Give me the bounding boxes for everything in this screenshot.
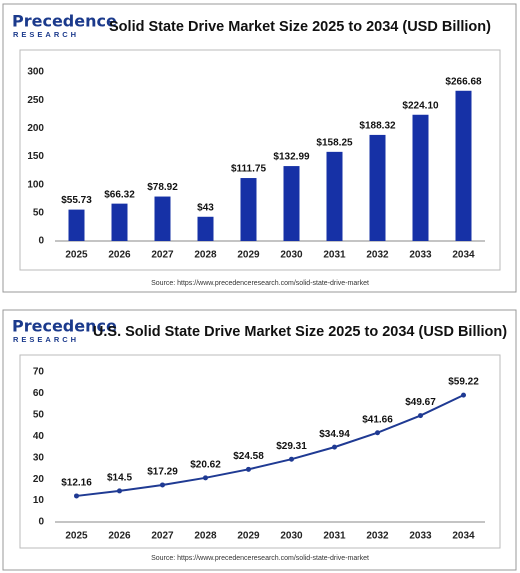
- chart-title: Solid State Drive Market Size 2025 to 20…: [109, 19, 491, 35]
- value-label: $12.16: [61, 478, 92, 489]
- logo-name: Precedence: [12, 317, 117, 336]
- bar: [369, 134, 386, 241]
- x-tick-label: 2032: [366, 531, 389, 542]
- point: [246, 466, 251, 472]
- x-tick-label: 2031: [323, 250, 346, 261]
- value-label: $49.67: [405, 397, 436, 408]
- value-label: $59.22: [448, 377, 479, 388]
- logo-tagline: RESEARCH: [13, 335, 79, 344]
- x-tick-label: 2031: [323, 531, 346, 542]
- point: [160, 482, 165, 488]
- x-tick-label: 2033: [409, 531, 432, 542]
- x-tick-label: 2025: [65, 250, 88, 261]
- value-label: $34.94: [319, 429, 350, 440]
- x-tick-label: 2032: [366, 250, 389, 261]
- value-label: $132.99: [273, 152, 310, 163]
- chart-frame: [2, 3, 517, 293]
- value-label: $266.68: [445, 76, 482, 87]
- y-tick-label: 100: [27, 179, 44, 190]
- y-tick-label: 200: [27, 123, 44, 134]
- x-tick-label: 2034: [452, 531, 475, 542]
- value-label: $66.32: [104, 189, 135, 200]
- x-tick-label: 2026: [108, 250, 131, 261]
- x-tick-label: 2030: [280, 250, 303, 261]
- bar: [68, 209, 85, 241]
- point: [74, 493, 79, 499]
- value-label: $14.5: [107, 473, 132, 484]
- x-tick-label: 2025: [65, 531, 88, 542]
- bar: [412, 114, 429, 241]
- y-tick-label: 250: [27, 95, 44, 106]
- value-label: $55.73: [61, 195, 92, 206]
- point: [375, 430, 380, 436]
- point: [418, 413, 423, 419]
- value-label: $41.66: [362, 414, 393, 425]
- value-label: $188.32: [359, 121, 396, 132]
- point: [332, 444, 337, 450]
- y-tick-label: 20: [33, 474, 45, 485]
- x-tick-label: 2033: [409, 250, 432, 261]
- value-label: $224.10: [402, 100, 439, 111]
- bar: [154, 196, 171, 241]
- chart-title: U.S. Solid State Drive Market Size 2025 …: [93, 324, 507, 340]
- y-tick-label: 50: [33, 207, 45, 218]
- logo-tagline: RESEARCH: [13, 30, 79, 39]
- value-label: $17.29: [147, 467, 178, 478]
- y-tick-label: 300: [27, 67, 44, 78]
- bar: [326, 151, 343, 241]
- y-tick-label: 10: [33, 495, 45, 506]
- line: [76, 394, 464, 497]
- y-tick-label: 150: [27, 151, 44, 162]
- bar: [240, 178, 257, 241]
- y-tick-label: 30: [33, 452, 45, 463]
- x-tick-label: 2027: [151, 250, 174, 261]
- point: [117, 488, 122, 494]
- y-tick-label: 60: [33, 388, 45, 399]
- x-tick-label: 2026: [108, 531, 131, 542]
- y-tick-label: 0: [38, 517, 44, 528]
- y-tick-label: 0: [38, 236, 44, 247]
- y-tick-label: 50: [33, 409, 45, 420]
- plot-frame: [19, 49, 501, 271]
- plot-frame: [19, 354, 501, 549]
- bar: [197, 216, 214, 241]
- source: Source: https://www.precedenceresearch.c…: [151, 555, 369, 562]
- x-tick-label: 2034: [452, 250, 475, 261]
- bar: [455, 90, 472, 241]
- value-label: $29.31: [276, 441, 307, 452]
- value-label: $158.25: [316, 137, 353, 148]
- value-label: $24.58: [233, 451, 264, 462]
- value-label: $43: [197, 202, 214, 213]
- y-tick-label: 70: [33, 367, 45, 378]
- source: Source: https://www.precedenceresearch.c…: [151, 280, 369, 287]
- value-label: $20.62: [190, 459, 221, 470]
- point: [461, 392, 466, 398]
- x-tick-label: 2029: [237, 250, 260, 261]
- point: [289, 456, 294, 462]
- bar: [111, 203, 128, 241]
- value-label: $111.75: [231, 164, 266, 175]
- x-tick-label: 2030: [280, 531, 303, 542]
- chart-frame: [2, 309, 517, 571]
- value-label: $78.92: [147, 182, 178, 193]
- x-tick-label: 2028: [194, 531, 217, 542]
- x-tick-label: 2027: [151, 531, 174, 542]
- y-tick-label: 40: [33, 431, 45, 442]
- point: [203, 475, 208, 481]
- x-tick-label: 2028: [194, 250, 217, 261]
- bar: [283, 166, 300, 241]
- x-tick-label: 2029: [237, 531, 260, 542]
- logo-name: Precedence: [12, 12, 117, 31]
